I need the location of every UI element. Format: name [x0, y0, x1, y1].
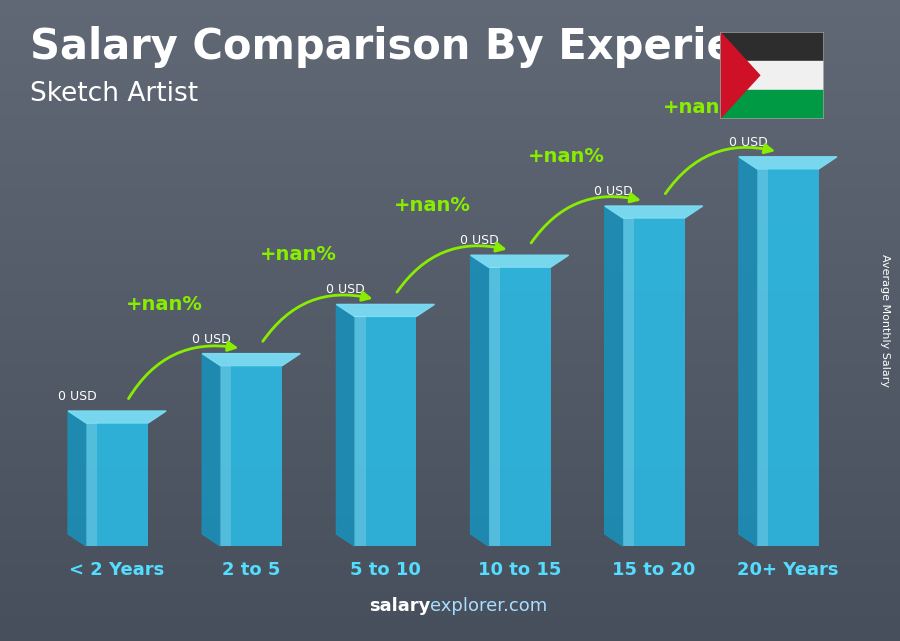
Bar [757, 169, 768, 546]
Text: 0 USD: 0 USD [728, 136, 768, 149]
Text: 0 USD: 0 USD [460, 234, 499, 247]
Text: 15 to 20: 15 to 20 [612, 561, 696, 579]
Bar [355, 317, 365, 546]
Bar [355, 317, 417, 546]
Bar [86, 423, 97, 546]
Bar [489, 267, 500, 546]
Text: 2 to 5: 2 to 5 [222, 561, 281, 579]
Text: 0 USD: 0 USD [326, 283, 365, 296]
Bar [623, 218, 634, 546]
Text: Average Monthly Salary: Average Monthly Salary [880, 254, 890, 388]
Text: salary: salary [369, 597, 430, 615]
Polygon shape [605, 206, 623, 546]
Text: 0 USD: 0 USD [594, 185, 633, 198]
Bar [220, 365, 231, 546]
Bar [489, 267, 551, 546]
Text: +nan%: +nan% [126, 295, 202, 313]
Text: 20+ Years: 20+ Years [737, 561, 839, 579]
Bar [720, 90, 824, 119]
Polygon shape [471, 255, 489, 546]
Polygon shape [202, 354, 220, 546]
Polygon shape [337, 304, 355, 546]
Polygon shape [68, 411, 166, 423]
Text: explorer.com: explorer.com [430, 597, 547, 615]
Text: +nan%: +nan% [394, 196, 471, 215]
Text: 10 to 15: 10 to 15 [478, 561, 562, 579]
Text: +nan%: +nan% [260, 246, 337, 264]
Bar [757, 169, 819, 546]
Polygon shape [720, 32, 760, 119]
Polygon shape [471, 255, 569, 267]
Bar [720, 61, 824, 90]
Text: Sketch Artist: Sketch Artist [30, 81, 198, 107]
Bar [86, 423, 148, 546]
Polygon shape [739, 157, 757, 546]
Text: < 2 Years: < 2 Years [69, 561, 165, 579]
Polygon shape [739, 157, 837, 169]
Text: 5 to 10: 5 to 10 [350, 561, 421, 579]
Text: 0 USD: 0 USD [192, 333, 230, 345]
Polygon shape [202, 354, 301, 365]
Polygon shape [337, 304, 435, 317]
Bar [220, 365, 283, 546]
Text: 0 USD: 0 USD [58, 390, 96, 403]
Text: Salary Comparison By Experience: Salary Comparison By Experience [30, 26, 817, 68]
Bar [623, 218, 685, 546]
Text: +nan%: +nan% [662, 98, 739, 117]
Bar [720, 32, 824, 61]
Polygon shape [605, 206, 703, 218]
Polygon shape [68, 411, 86, 546]
Text: +nan%: +nan% [528, 147, 605, 166]
